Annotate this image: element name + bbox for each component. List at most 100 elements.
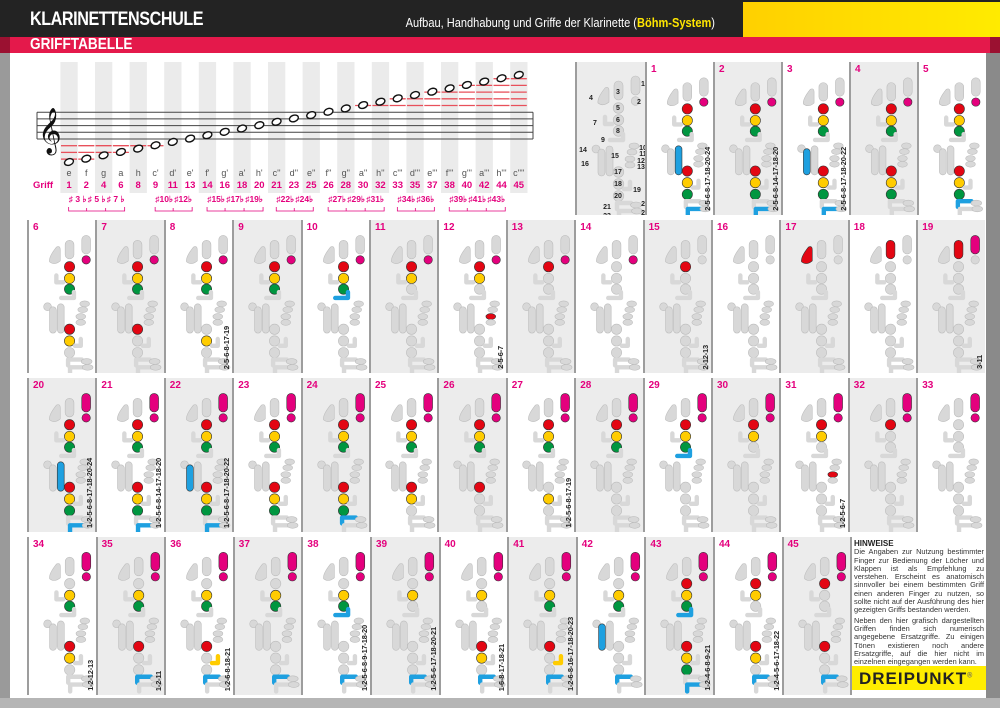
key-9 xyxy=(539,606,557,618)
yellow-accent-box xyxy=(743,2,1000,40)
note-head xyxy=(496,74,507,83)
key-24 xyxy=(834,364,846,371)
key-19 xyxy=(826,178,837,190)
key-6-pressed xyxy=(132,430,144,442)
key-20-pressed xyxy=(885,188,897,200)
key-10 xyxy=(491,617,502,625)
key-5 xyxy=(611,261,623,273)
key-number-label: 8 xyxy=(616,128,620,135)
accidental-label: ♯41♭ xyxy=(468,194,486,204)
key-12 xyxy=(761,155,772,162)
key-13 xyxy=(693,161,704,168)
key-17-pressed xyxy=(269,481,281,493)
clarinet-key-diagram xyxy=(729,77,779,215)
clarinet-key-diagram xyxy=(523,552,574,694)
key-13 xyxy=(964,477,976,484)
key-2-pressed xyxy=(424,572,434,582)
fingering-number: 24 xyxy=(306,380,318,391)
accidental-label: ♯36♭ xyxy=(416,194,434,204)
key-22 xyxy=(629,675,642,682)
key-7 xyxy=(738,273,750,285)
key-21-pressed xyxy=(271,674,290,685)
key-5-pressed xyxy=(679,261,691,273)
key-13 xyxy=(75,477,86,484)
key-3 xyxy=(475,398,485,418)
key-number-label: 17 xyxy=(614,169,622,176)
fingering-number: 3 xyxy=(787,64,793,75)
key-6-pressed xyxy=(64,272,76,284)
logo-registered: ® xyxy=(967,672,974,680)
key-2 xyxy=(630,96,641,106)
key-1 xyxy=(423,235,433,255)
alternate-fingering: 1-6-8-17-18-21 xyxy=(497,643,507,691)
key-3 xyxy=(338,240,348,260)
fingering-cell: 7 xyxy=(95,220,164,373)
note-name: f''' xyxy=(446,168,454,178)
key-16 xyxy=(323,623,332,651)
note-column xyxy=(129,62,147,193)
key-7 xyxy=(944,115,956,127)
key-1 xyxy=(491,235,502,255)
key-20 xyxy=(407,664,419,676)
key-23 xyxy=(204,365,223,373)
key-3 xyxy=(885,398,896,418)
griff-number: 45 xyxy=(514,180,525,191)
key-6-pressed xyxy=(474,430,486,442)
alternate-fingering: 2-5-6-8-17-18-20-24 xyxy=(703,147,712,211)
alternate-fingering: 1-2-6-8-16-17-18-20-23 xyxy=(565,617,575,691)
key-2 xyxy=(970,255,980,265)
key-23 xyxy=(820,523,839,532)
key-9 xyxy=(264,289,282,301)
key-6-pressed xyxy=(200,430,212,442)
clarinet-key-diagram xyxy=(316,393,367,532)
key-1 xyxy=(767,77,777,97)
key-22 xyxy=(696,516,708,523)
key-21 xyxy=(613,357,632,368)
key-4-pressed xyxy=(801,246,813,264)
key-9 xyxy=(812,131,830,143)
key-13 xyxy=(349,319,360,326)
key-21 xyxy=(751,198,770,210)
fingering-number: 7 xyxy=(101,222,107,233)
key-20 xyxy=(544,664,556,676)
key-6-pressed xyxy=(612,589,624,601)
key-16 xyxy=(117,464,126,492)
key-9 xyxy=(607,606,626,618)
logo-text: DREIPUNKT xyxy=(859,669,968,688)
fingering-number: 20 xyxy=(33,380,45,391)
key-7 xyxy=(327,273,339,285)
key-7 xyxy=(464,431,476,443)
fingering-cell: 37 xyxy=(232,537,302,695)
key-24 xyxy=(493,681,506,688)
key-19 xyxy=(825,336,836,349)
key-13 xyxy=(212,636,224,643)
key-number-label: 19 xyxy=(633,187,641,194)
key-9 xyxy=(744,131,762,143)
key-15 xyxy=(604,303,612,334)
key-7 xyxy=(259,273,271,285)
key-2-pressed xyxy=(699,572,709,582)
note-name: h'' xyxy=(376,168,385,178)
key-3 xyxy=(476,556,486,577)
key-17 xyxy=(679,481,691,493)
key-6-pressed xyxy=(542,430,554,442)
key-13 xyxy=(759,477,770,484)
key-17 xyxy=(748,323,760,335)
key-10 xyxy=(901,142,912,149)
key-18 xyxy=(132,335,144,347)
key-23 xyxy=(205,682,224,694)
key-2-pressed xyxy=(970,413,980,423)
key-2-pressed xyxy=(423,413,433,423)
key-4 xyxy=(735,88,747,107)
key-6-pressed xyxy=(132,272,144,284)
key-18 xyxy=(337,335,349,347)
key-5 xyxy=(544,578,556,590)
key-11 xyxy=(487,306,499,313)
key-7 xyxy=(54,273,66,285)
key-20 xyxy=(406,347,418,359)
key-23 xyxy=(888,365,907,373)
alternate-fingering: 1-2-5-6-17-18-20-21 xyxy=(428,627,438,691)
key-13 xyxy=(622,319,634,326)
key-12 xyxy=(965,155,976,162)
key-23 xyxy=(273,365,292,373)
